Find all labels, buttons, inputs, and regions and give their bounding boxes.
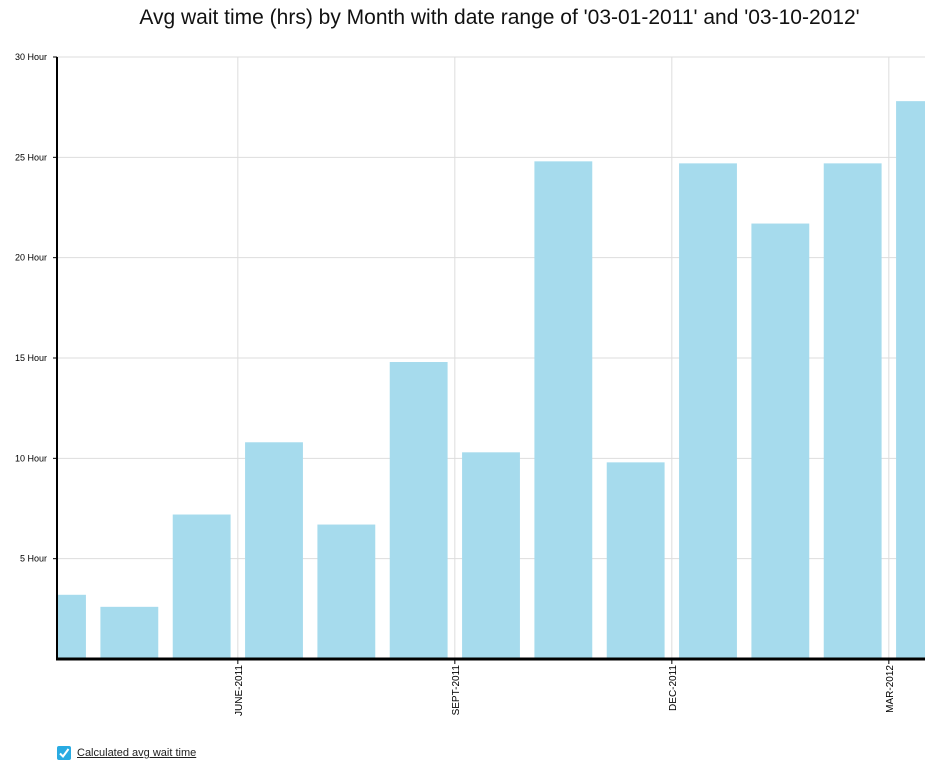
y-tick-label: 5 Hour: [20, 554, 47, 564]
y-tick-label: 25 Hour: [15, 152, 47, 162]
x-tick-label: MAR-2012: [885, 665, 896, 713]
x-tick-label: SEPT-2011: [451, 665, 462, 716]
legend: Calculated avg wait time: [57, 746, 196, 760]
bar: [606, 462, 665, 659]
bar: [389, 362, 448, 659]
bar: [896, 101, 925, 659]
x-tick-label: JUNE-2011: [234, 665, 245, 716]
bar: [245, 442, 303, 659]
bar: [534, 161, 593, 659]
bar: [172, 514, 231, 659]
axis-layer: [53, 56, 925, 664]
bar: [751, 223, 810, 659]
bar: [679, 163, 737, 659]
checkmark-icon: [59, 748, 70, 759]
y-tick-label: 15 Hour: [15, 353, 47, 363]
bar: [462, 452, 520, 659]
legend-checkbox[interactable]: [57, 746, 71, 760]
chart-title: Avg wait time (hrs) by Month with date r…: [139, 6, 860, 29]
y-tick-label: 30 Hour: [15, 52, 47, 62]
bar: [317, 524, 376, 659]
x-tick-label: DEC-2011: [668, 665, 679, 711]
bar: [100, 606, 159, 659]
bar: [57, 594, 86, 659]
label-layer: 5 Hour 10 Hour 15 Hour 20 Hour 25 Hour 30 Hou…: [15, 52, 896, 716]
bar-layer: [57, 101, 925, 659]
y-tick-label: 20 Hour: [15, 253, 47, 263]
bar: [823, 163, 882, 659]
y-tick-label: 10 Hour: [15, 453, 47, 463]
legend-label[interactable]: Calculated avg wait time: [77, 747, 197, 759]
